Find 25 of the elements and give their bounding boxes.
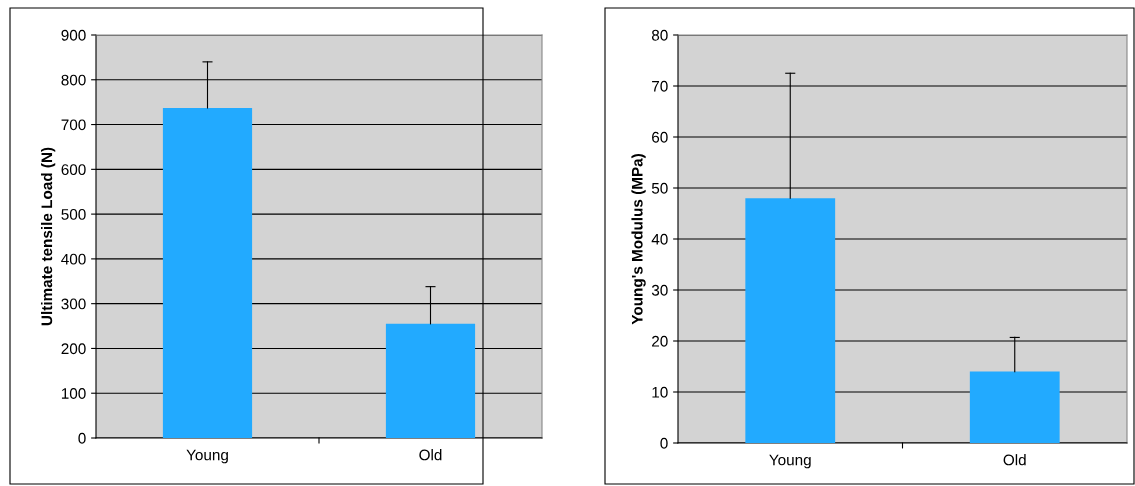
- y-tick-label: 20: [652, 335, 668, 347]
- y-tick-label: 300: [61, 298, 86, 310]
- y-tick-label: 800: [61, 74, 86, 86]
- y-tick-label: 100: [61, 388, 86, 399]
- y-tick-label: 80: [651, 29, 668, 41]
- x-tick-label: Old: [419, 449, 442, 461]
- y-tick-label: 500: [61, 208, 86, 220]
- y-tick-label: 700: [61, 119, 86, 131]
- x-tick-label: Old: [1003, 454, 1026, 466]
- y-tick-label: 60: [652, 131, 668, 143]
- y-tick-label: 0: [78, 432, 86, 444]
- y-tick-label: 50: [651, 182, 668, 194]
- y-tick-label: 30: [651, 284, 668, 296]
- y-tick-label: 40: [651, 233, 668, 245]
- y-tick-label: 10: [652, 386, 668, 398]
- y-axis-title: Young's Modulus (MPa): [631, 154, 646, 325]
- x-tick-label: Young: [769, 454, 811, 469]
- y-tick-label: 70: [652, 80, 668, 92]
- y-tick-label: 600: [61, 164, 86, 176]
- x-tick-label: Young: [186, 449, 228, 464]
- y-tick-label: 900: [61, 29, 86, 41]
- y-tick-label: 0: [660, 437, 668, 449]
- y-tick-label: 400: [61, 253, 86, 265]
- y-tick-label: 200: [61, 343, 86, 355]
- y-axis-title: Ultimate tensile Load (N): [40, 147, 56, 326]
